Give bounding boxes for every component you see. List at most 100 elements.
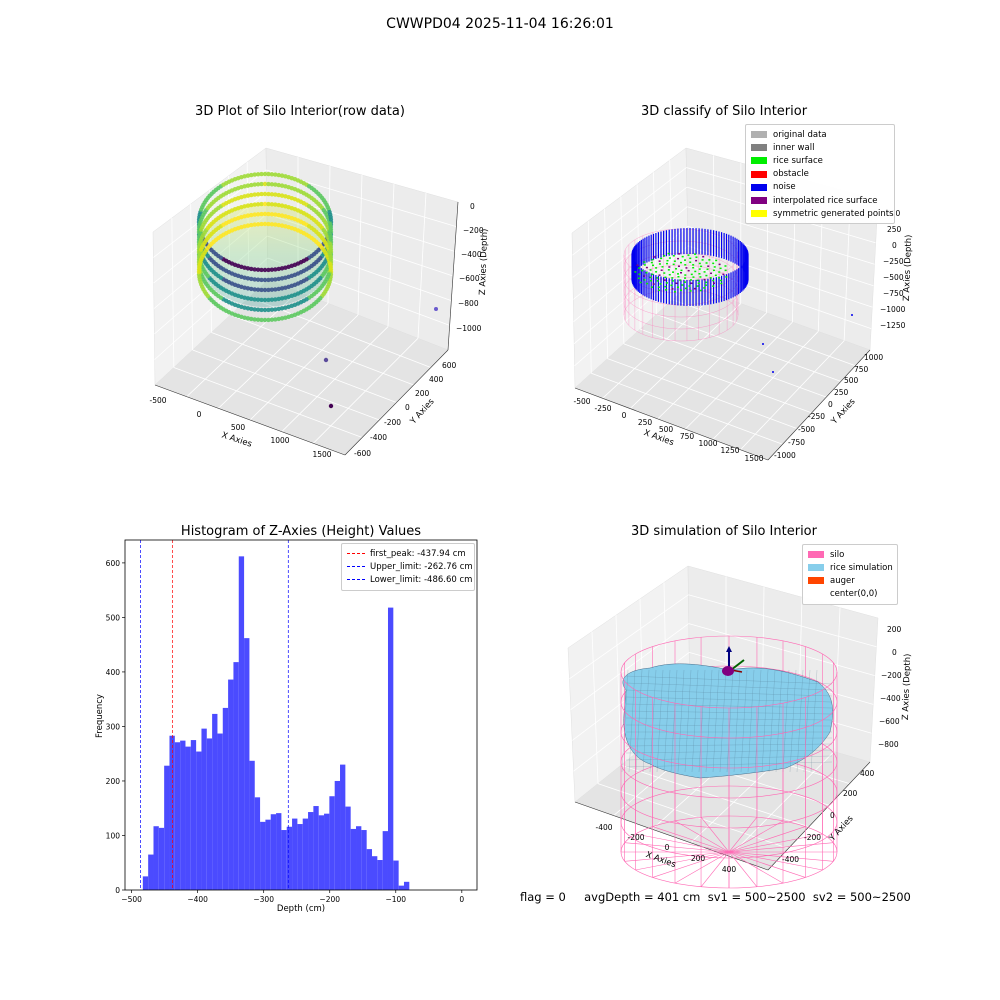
- simulation-z-ticks: 200 0 −200 −400 −600 −800: [878, 625, 902, 749]
- legend-entry: original data: [751, 128, 889, 141]
- auger-marker: [722, 646, 745, 676]
- histogram-bar: [254, 797, 261, 890]
- histogram-bar: [372, 856, 378, 890]
- tick-label: −250: [883, 257, 904, 266]
- legend-swatch: [751, 131, 767, 139]
- tick-label: -400: [370, 433, 387, 442]
- histogram-bar: [180, 740, 186, 890]
- classify-legend: original data inner wall rice surface ob…: [745, 124, 895, 225]
- legend-entry: Lower_limit: -486.60 cm: [347, 573, 473, 586]
- tick-label: 1000: [270, 436, 289, 445]
- classify-z-ticks: 500 250 0 −250 −500 −750 −1000 −1250: [880, 209, 906, 330]
- tick-label: 0: [470, 202, 475, 211]
- histogram-y-label: Frequency: [95, 694, 105, 738]
- tick-label: 500: [231, 423, 246, 432]
- tick-label: −400: [880, 694, 901, 703]
- tick-label: −800: [458, 299, 479, 308]
- tick-label: −400: [461, 250, 482, 259]
- tick-label: 250: [638, 418, 653, 427]
- tick-label: 600: [106, 559, 121, 568]
- histogram-bar: [324, 813, 330, 890]
- tick-label: 400: [106, 668, 121, 677]
- tick-label: 0: [665, 843, 670, 852]
- histogram-title: Histogram of Z-Axies (Height) Values: [180, 524, 422, 539]
- legend-entry: interpolated rice surface: [751, 194, 889, 207]
- tick-label: 200: [691, 854, 706, 863]
- classify-3d-plot: -500 -250 0 250 500 750 1000 1250 1500 X…: [571, 147, 914, 463]
- tick-label: -500: [798, 425, 815, 434]
- classify-z-label: Z Axies (Depth): [902, 234, 914, 301]
- tick-label: -250: [594, 404, 611, 413]
- simulation-x-ticks: -400 -200 0 200 400: [595, 823, 736, 874]
- tick-label: −100: [385, 895, 406, 904]
- legend-entry: noise: [751, 181, 889, 194]
- histogram-bar: [366, 849, 373, 890]
- tick-label: -250: [808, 412, 825, 421]
- tick-label: −200: [319, 895, 340, 904]
- histogram-frame: [124, 539, 478, 891]
- tick-label: -1000: [774, 451, 796, 460]
- legend-entry: rice simulation: [808, 561, 893, 574]
- tick-label: 500: [844, 376, 859, 385]
- histogram-bar: [169, 735, 175, 890]
- histogram-bar: [356, 826, 362, 890]
- simulation-y-ticks: -400 -200 0 200 400: [782, 769, 875, 864]
- tick-label: 400: [860, 769, 875, 778]
- legend-swatch: [808, 577, 824, 585]
- tick-label: 0: [828, 400, 833, 409]
- histogram-bar: [249, 760, 255, 890]
- tick-label: −400: [187, 895, 208, 904]
- tick-label: 300: [106, 722, 121, 731]
- legend-label: Upper_limit: -262.76 cm: [370, 561, 473, 572]
- histogram-bar: [398, 885, 404, 890]
- histogram-bar: [302, 818, 309, 890]
- legend-label: silo: [830, 549, 845, 560]
- histogram-x-label: Depth (cm): [277, 904, 325, 914]
- tick-label: 1250: [720, 446, 739, 455]
- legend-label: center(0,0): [830, 589, 878, 600]
- histogram-bar: [222, 707, 229, 890]
- tick-label: -200: [627, 833, 644, 842]
- histogram-bar: [382, 831, 388, 890]
- legend-swatch: [751, 210, 767, 218]
- histogram-bar: [313, 806, 319, 890]
- tick-label: 0: [405, 403, 410, 412]
- histogram-bar: [276, 813, 282, 890]
- legend-swatch: [751, 170, 767, 178]
- tick-label: 750: [680, 432, 695, 441]
- tick-label: −500: [883, 273, 904, 282]
- histogram-bar: [201, 728, 207, 890]
- status-line: flag = 0 avgDepth = 401 cm sv1 = 500~250…: [520, 890, 911, 904]
- tick-label: -500: [149, 396, 166, 405]
- tick-label: 0: [459, 895, 464, 904]
- tick-label: -750: [788, 438, 805, 447]
- legend-swatch: [808, 591, 824, 598]
- tick-label: −500: [121, 895, 142, 904]
- histogram-x-ticks: −500 −400 −300 −200 −100 0: [121, 895, 464, 904]
- histogram-bar: [228, 679, 234, 890]
- tick-label: 0: [830, 811, 835, 820]
- histogram-bar: [345, 806, 351, 890]
- histogram-bar: [377, 860, 383, 890]
- tick-label: 0: [115, 886, 120, 895]
- tick-label: 500: [106, 613, 121, 622]
- legend-entry: silo: [808, 548, 892, 561]
- panel4-title: 3D simulation of Silo Interior: [631, 524, 817, 539]
- tick-label: 200: [887, 625, 902, 634]
- histogram-bar: [340, 764, 346, 890]
- histogram-bar: [297, 824, 303, 890]
- histogram-bar: [153, 826, 159, 890]
- legend-label: Lower_limit: -486.60 cm: [370, 574, 473, 585]
- tick-label: −200: [463, 226, 484, 235]
- legend-label: inner wall: [773, 142, 815, 153]
- tick-label: 400: [722, 865, 737, 874]
- histogram-bar: [233, 662, 239, 890]
- legend-label: noise: [773, 182, 796, 193]
- tick-label: 1500: [312, 450, 331, 459]
- histogram-bar: [260, 821, 266, 890]
- histogram-bar: [334, 780, 341, 890]
- tick-label: 400: [429, 375, 444, 384]
- tick-label: 250: [834, 388, 849, 397]
- tick-label: −1000: [880, 305, 906, 314]
- histogram-bar: [361, 830, 367, 890]
